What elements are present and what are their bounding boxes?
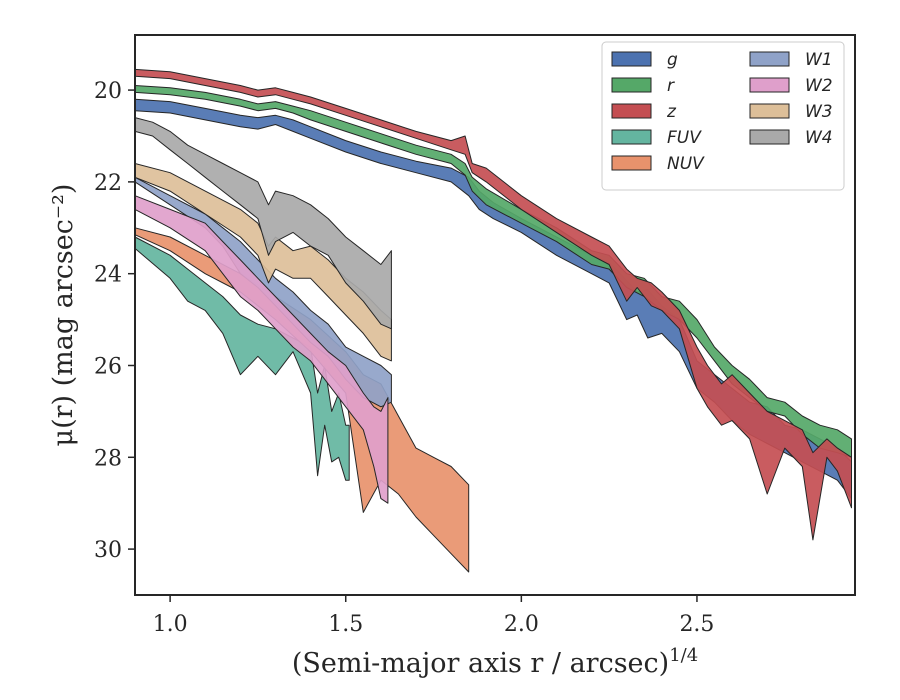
y-tick-label: 26 xyxy=(94,354,122,379)
legend-label-W4: W4 xyxy=(805,128,833,148)
x-axis-title: (Semi-major axis r / arcsec)1/4 xyxy=(292,645,698,679)
plot-frame xyxy=(134,34,856,596)
x-tick-label: 1.0 xyxy=(153,612,188,637)
legend-swatch-W3 xyxy=(749,103,790,119)
y-tick-label: 28 xyxy=(94,446,122,471)
legend-swatch-r xyxy=(611,77,652,93)
legend-swatch-z xyxy=(611,103,652,119)
band-W2 xyxy=(134,195,389,504)
legend-label-W3: W3 xyxy=(805,102,833,122)
x-axis-title-superscript: 1/4 xyxy=(669,645,698,666)
legend-label-W2: W2 xyxy=(805,76,833,96)
legend-label-W1: W1 xyxy=(805,50,833,70)
x-tick-label: 2.5 xyxy=(679,612,714,637)
x-axis-ticks: 1.0 1.5 2.0 2.5 xyxy=(153,595,714,637)
band-z xyxy=(134,68,852,541)
y-tick-label: 30 xyxy=(94,538,122,563)
legend-swatch-W2 xyxy=(749,77,790,93)
series-bands xyxy=(134,68,852,573)
legend: grz FUV NUV W1 W2 W3 W4 xyxy=(601,41,845,191)
y-tick-label: 20 xyxy=(94,79,122,104)
y-axis-ticks: 20 22 24 26 28 30 xyxy=(94,79,135,563)
legend-swatch-W1 xyxy=(749,51,790,67)
legend-label-FUV: FUV xyxy=(667,128,702,148)
y-axis-title: μ(r) (mag arcsec⁻²) xyxy=(48,184,79,447)
band-FUV xyxy=(134,236,350,481)
legend-label-z: z xyxy=(666,102,677,122)
legend-swatch-NUV xyxy=(611,155,652,171)
y-tick-label: 24 xyxy=(94,263,122,288)
x-tick-label: 1.5 xyxy=(328,612,363,637)
legend-swatch-W4 xyxy=(749,129,790,145)
band-W4 xyxy=(134,117,392,330)
y-tick-label: 22 xyxy=(94,171,122,196)
legend-swatch-FUV xyxy=(611,129,652,145)
x-tick-label: 2.0 xyxy=(504,612,539,637)
legend-label-r: r xyxy=(667,76,675,96)
legend-label-g: g xyxy=(667,50,678,70)
legend-label-NUV: NUV xyxy=(667,154,705,174)
legend-swatch-g xyxy=(611,51,652,67)
